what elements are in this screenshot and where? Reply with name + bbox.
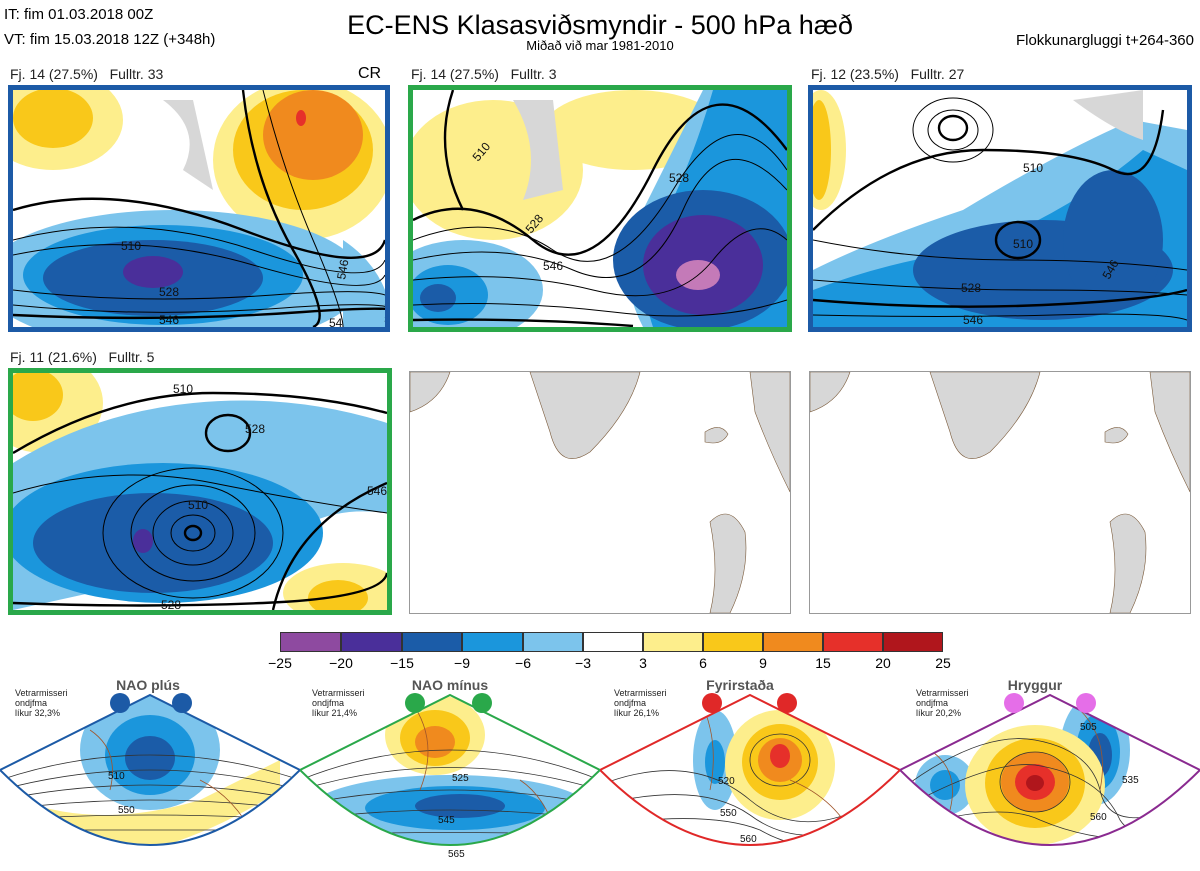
regime-nao-plus: 510 550 NAO plús Vetrarmisseri ondjfma l… [0,677,300,871]
colorbar-segment [402,632,462,652]
colorbar-segment [523,632,583,652]
contour-label: 510 [1023,161,1043,175]
regime-marker-dot [1076,693,1096,713]
colorbar-segment [763,632,823,652]
regime-marker-dot [702,693,722,713]
contour-label: 560 [1090,812,1107,823]
regime-probability: líkur 20,2% [916,708,962,718]
contour-label: 565 [448,849,465,860]
regime-marker-dot [172,693,192,713]
colorbar-tick: −3 [575,655,591,671]
regime-months: ondjfma [614,698,647,708]
regime-probability: líkur 21,4% [312,708,358,718]
colorbar-tick: 25 [935,655,951,671]
colorbar-tick: −6 [515,655,531,671]
colorbar-tick: 3 [639,655,647,671]
panel-1-badge: CR [358,65,382,82]
regime-note: Vetrarmisseri ondjfma líkur 21,4% [312,688,365,718]
contour-label: 545 [438,815,455,826]
regime-marker-dot [405,693,425,713]
contour-label: 520 [718,776,735,787]
contour-label: 510 [1013,237,1033,251]
contour-label: 54 [329,316,343,327]
cluster-map-panel-4[interactable]: 510 528 510 546 528 [8,368,392,615]
regime-marker-dot [777,693,797,713]
panel-4-label: Fj. 11 (21.6%) Fulltr. 5 [10,349,155,365]
colorbar-tick: −9 [454,655,470,671]
initial-time: IT: fim 01.03.2018 00Z [4,6,154,23]
contour-label: 528 [245,422,265,436]
contour-label: 510 [173,382,193,396]
page-subtitle: Miðað við mar 1981-2010 [526,38,674,53]
regime-season: Vetrarmisseri [614,688,667,698]
colorbar-tick: 6 [699,655,707,671]
regime-season: Vetrarmisseri [15,688,68,698]
regime-marker-dot [110,693,130,713]
regime-marker-dot [472,693,492,713]
colorbar-segment [341,632,402,652]
cluster-map-panel-1[interactable]: 510 528 546 546 54 [8,85,390,332]
empty-map-panel-6 [809,371,1191,614]
empty-map-panel-5 [409,371,791,614]
contour-label: 510 [108,771,125,782]
regime-probability: líkur 32,3% [15,708,61,718]
contour-label: 528 [159,285,179,299]
colorbar-segment [583,632,643,652]
regime-ridge: 505 535 560 Hryggur Vetrarmisseri ondjfm… [900,677,1200,871]
regime-season: Vetrarmisseri [916,688,969,698]
contour-label: 535 [1122,775,1139,786]
regime-title: NAO mínus [411,677,489,693]
colorbar-tick: 15 [815,655,831,671]
panel-3-label: Fj. 12 (23.5%) Fulltr. 27 [811,66,965,82]
regime-blocking: 520 550 560 Fyrirstaða Vetrarmisseri ond… [600,677,900,871]
regime-months: ondjfma [312,698,345,708]
regime-note: Vetrarmisseri ondjfma líkur 20,2% [916,688,969,718]
contour-label: 525 [452,773,469,784]
classification-window: Flokkunargluggi t+264-360 [1015,32,1194,49]
contour-label: 560 [740,834,757,845]
regime-note: Vetrarmisseri ondjfma líkur 26,1% [614,688,667,718]
colorbar-segment [703,632,763,652]
colorbar-tick: 9 [759,655,767,671]
regime-probability: líkur 26,1% [614,708,660,718]
regime-months: ondjfma [15,698,48,708]
colorbar-segment [280,632,341,652]
regime-nao-minus: 525 545 565 NAO mínus Vetrarmisseri ondj… [300,677,600,871]
regime-season: Vetrarmisseri [312,688,365,698]
contour-label: 546 [334,258,351,280]
regime-months: ondjfma [916,698,949,708]
regime-title: Hryggur [1007,677,1063,693]
valid-time: VT: fim 15.03.2018 12Z (+348h) [4,31,216,48]
colorbar-tick: 20 [875,655,891,671]
regime-title: NAO plús [116,677,180,693]
contour-label: 528 [961,281,981,295]
colorbar-tick: −15 [390,655,414,671]
panel-1-label: Fj. 14 (27.5%) Fulltr. 33 [10,66,164,82]
contour-label: 550 [118,805,135,816]
colorbar-segment [883,632,943,652]
regime-title: Fyrirstaða [706,677,774,693]
contour-label: 546 [543,259,563,273]
contour-label: 510 [121,239,141,253]
colorbar-segment [462,632,523,652]
contour-label: 546 [367,484,387,498]
page-title: EC-ENS Klasasviðsmyndir - 500 hPa hæð [347,10,853,40]
cluster-map-panel-2[interactable]: 528 528 546 510 [408,85,792,332]
contour-label: 510 [188,498,208,512]
contour-label: 550 [720,808,737,819]
contour-label: 546 [159,313,179,327]
panel-2-label: Fj. 14 (27.5%) Fulltr. 3 [411,66,557,82]
regime-note: Vetrarmisseri ondjfma líkur 32,3% [15,688,68,718]
colorbar-segment [823,632,883,652]
contour-label: 546 [963,313,983,327]
colorbar-tick: −25 [268,655,292,671]
contour-label: 528 [669,171,689,185]
contour-label: 505 [1080,722,1097,733]
regime-marker-dot [1004,693,1024,713]
cluster-map-panel-3[interactable]: 510 510 528 546 546 [808,85,1192,332]
colorbar-segment [643,632,703,652]
colorbar-tick: −20 [329,655,353,671]
contour-label: 528 [161,598,181,610]
